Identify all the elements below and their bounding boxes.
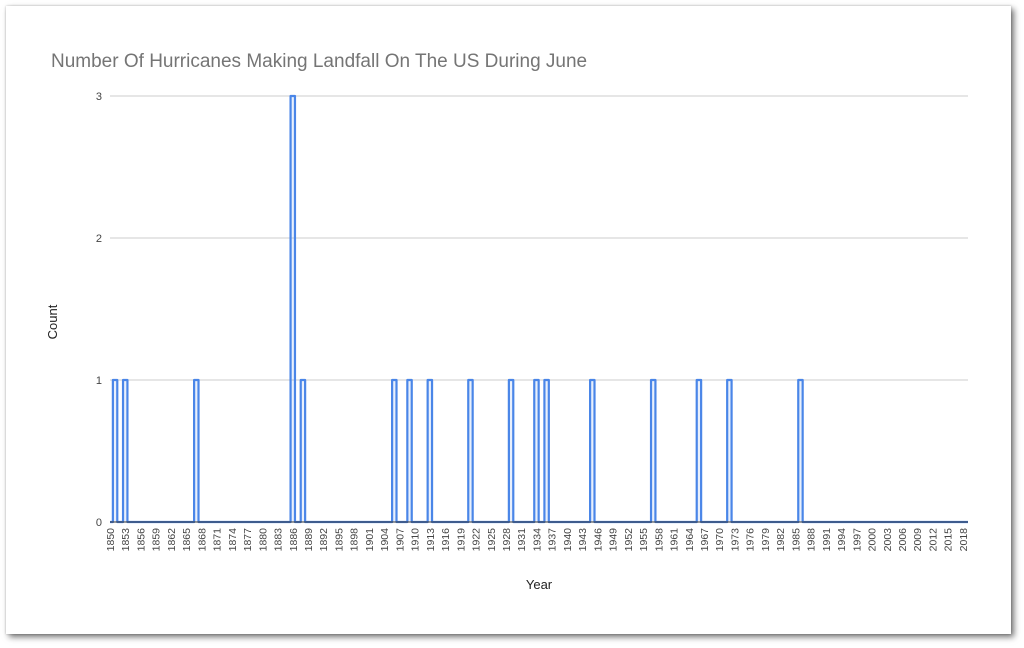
x-tick-label: 1922 bbox=[471, 528, 483, 552]
x-tick-label: 1895 bbox=[333, 528, 345, 552]
data-point-1853 bbox=[123, 380, 127, 522]
data-point-1945 bbox=[590, 380, 594, 522]
x-tick-label: 1967 bbox=[699, 528, 711, 552]
x-tick-label: 1907 bbox=[394, 528, 406, 552]
x-tick-label: 1928 bbox=[501, 528, 513, 552]
x-tick-label: 1904 bbox=[379, 528, 391, 552]
x-tick-label: 1853 bbox=[120, 528, 132, 552]
x-tick-label: 1937 bbox=[547, 528, 559, 552]
x-tick-label: 1883 bbox=[273, 528, 285, 552]
x-tick-label: 1976 bbox=[745, 528, 757, 552]
x-axis-ticks: 1850 1853 1856 1859 1862 1865 1868 1871 1874 1877… bbox=[105, 528, 970, 552]
data-point-1934 bbox=[534, 380, 538, 522]
x-tick-label: 1856 bbox=[135, 528, 147, 552]
x-tick-label: 1892 bbox=[318, 528, 330, 552]
x-tick-label: 1931 bbox=[516, 528, 528, 552]
x-tick-label: 1955 bbox=[638, 528, 650, 552]
x-tick-label: 1859 bbox=[151, 528, 163, 552]
data-point-1929 bbox=[509, 380, 513, 522]
x-tick-label: 1958 bbox=[653, 528, 665, 552]
x-tick-label: 2015 bbox=[943, 528, 955, 552]
x-tick-label: 1877 bbox=[242, 528, 254, 552]
data-point-1986 bbox=[798, 380, 802, 522]
x-tick-label: 1868 bbox=[196, 528, 208, 552]
x-tick-label: 1880 bbox=[257, 528, 269, 552]
x-tick-label: 1943 bbox=[577, 528, 589, 552]
x-tick-label: 2009 bbox=[912, 528, 924, 552]
x-tick-label: 2000 bbox=[867, 528, 879, 552]
x-tick-label: 1910 bbox=[410, 528, 422, 552]
x-tick-label: 1916 bbox=[440, 528, 452, 552]
y-tick-label: 2 bbox=[96, 233, 102, 245]
x-tick-label: 1862 bbox=[166, 528, 178, 552]
x-tick-label: 1925 bbox=[486, 528, 498, 552]
data-point-1851 bbox=[113, 380, 117, 522]
y-tick-label: 0 bbox=[96, 517, 102, 529]
x-tick-label: 1985 bbox=[790, 528, 802, 552]
x-tick-label: 1940 bbox=[562, 528, 574, 552]
y-axis-ticks: 0 1 2 3 bbox=[96, 91, 102, 529]
x-tick-label: 1898 bbox=[349, 528, 361, 552]
x-tick-label: 1991 bbox=[821, 528, 833, 552]
data-point-1888 bbox=[301, 380, 305, 522]
x-axis-title: Year bbox=[526, 577, 553, 592]
data-point-1966 bbox=[697, 380, 701, 522]
x-tick-label: 2006 bbox=[897, 528, 909, 552]
x-tick-label: 1979 bbox=[760, 528, 772, 552]
y-tick-label: 3 bbox=[96, 91, 102, 103]
series-area bbox=[110, 96, 968, 522]
data-point-1913 bbox=[428, 380, 432, 522]
x-tick-label: 1952 bbox=[623, 528, 635, 552]
y-axis-title: Count bbox=[45, 304, 60, 339]
x-tick-label: 2018 bbox=[958, 528, 970, 552]
x-tick-label: 1850 bbox=[105, 528, 117, 552]
x-tick-label: 1994 bbox=[836, 528, 848, 552]
data-point-1909 bbox=[407, 380, 411, 522]
x-tick-label: 1946 bbox=[592, 528, 604, 552]
x-tick-label: 1889 bbox=[303, 528, 315, 552]
data-point-1906 bbox=[392, 380, 396, 522]
y-tick-label: 1 bbox=[96, 375, 102, 387]
series-line bbox=[110, 96, 968, 522]
x-tick-label: 2003 bbox=[882, 528, 894, 552]
x-tick-label: 1970 bbox=[714, 528, 726, 552]
x-tick-label: 1934 bbox=[531, 528, 543, 552]
data-point-1957 bbox=[651, 380, 655, 522]
x-tick-label: 1874 bbox=[227, 528, 239, 552]
x-tick-label: 1997 bbox=[851, 528, 863, 552]
data-point-1867 bbox=[194, 380, 198, 522]
x-tick-label: 1988 bbox=[806, 528, 818, 552]
data-point-1972 bbox=[727, 380, 731, 522]
x-tick-label: 1886 bbox=[288, 528, 300, 552]
x-tick-label: 1913 bbox=[425, 528, 437, 552]
x-tick-label: 1901 bbox=[364, 528, 376, 552]
x-tick-label: 1919 bbox=[455, 528, 467, 552]
gridlines bbox=[110, 96, 968, 380]
x-tick-label: 1973 bbox=[729, 528, 741, 552]
x-tick-label: 1961 bbox=[669, 528, 681, 552]
x-tick-label: 1982 bbox=[775, 528, 787, 552]
x-tick-label: 1865 bbox=[181, 528, 193, 552]
data-point-1936 bbox=[544, 380, 548, 522]
data-point-1921 bbox=[468, 380, 472, 522]
data-point-1886 bbox=[291, 96, 295, 522]
x-tick-label: 1871 bbox=[212, 528, 224, 552]
x-tick-label: 2012 bbox=[927, 528, 939, 552]
x-tick-label: 1949 bbox=[608, 528, 620, 552]
x-tick-label: 1964 bbox=[684, 528, 696, 552]
